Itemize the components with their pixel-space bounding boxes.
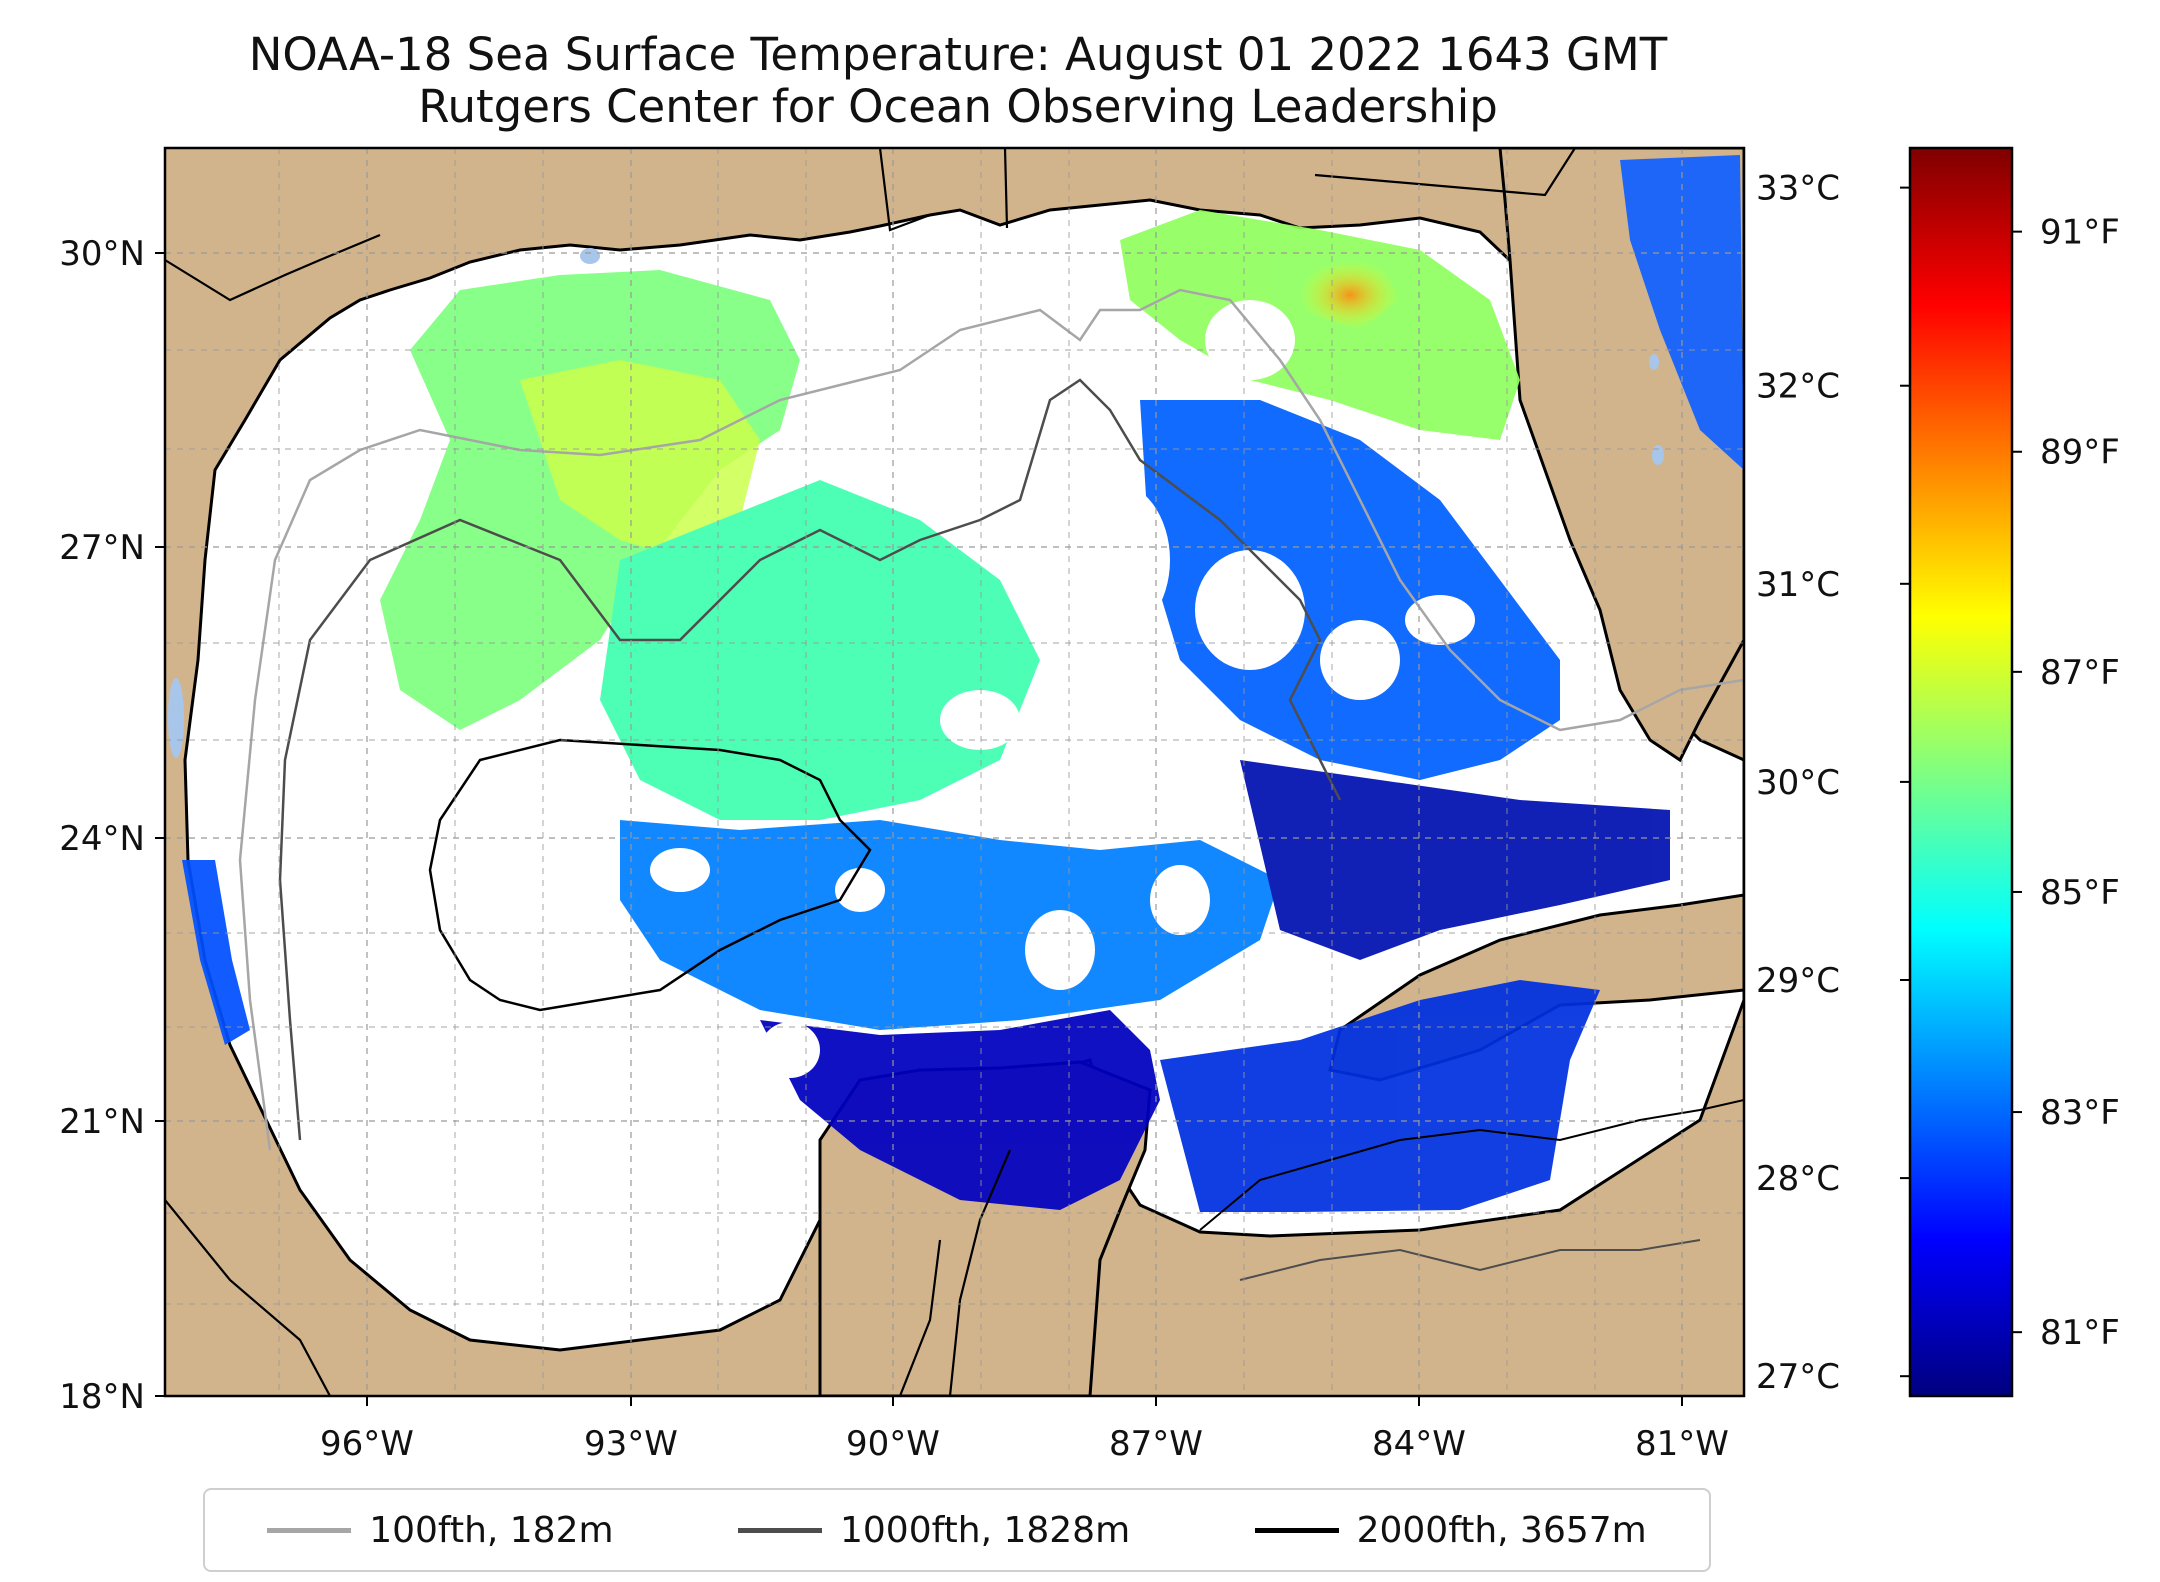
bathymetry-contours bbox=[238, 288, 1744, 1281]
gridlines bbox=[165, 148, 1744, 1396]
celsius-tick-label: 27°C bbox=[1756, 1357, 1840, 1397]
fahrenheit-tick-label: 89°F bbox=[2040, 433, 2120, 473]
border-5 bbox=[165, 1199, 331, 1396]
border-6 bbox=[948, 1149, 1012, 1396]
contour-1000fth bbox=[278, 378, 1342, 1141]
figure-subtitle: Rutgers Center for Ocean Observing Leade… bbox=[418, 80, 1498, 133]
border-3 bbox=[1314, 148, 1576, 197]
legend-label-100fth: 100fth, 182m bbox=[369, 1509, 614, 1551]
lon-tick-label: 93°W bbox=[584, 1424, 678, 1464]
lat-tick-label: 24°N bbox=[59, 819, 145, 859]
legend-line-1000fth bbox=[737, 1527, 822, 1533]
contour-2000fth bbox=[428, 738, 872, 1012]
border-7 bbox=[898, 1239, 942, 1396]
colorbar-bar bbox=[1908, 146, 2014, 1398]
inland-water bbox=[168, 248, 1664, 758]
border-1 bbox=[165, 233, 381, 302]
lon-tick-label: 81°W bbox=[1635, 1424, 1729, 1464]
sst-band-east-blue bbox=[1140, 400, 1560, 780]
lat-tick-label: 27°N bbox=[59, 528, 145, 568]
celsius-tick-label: 32°C bbox=[1756, 367, 1840, 407]
lat-tick-label: 21°N bbox=[59, 1102, 145, 1142]
colorbar-celsius-axis: 27°C 28°C 29°C 30°C 31°C 32°C 33°C bbox=[1756, 169, 1910, 1397]
legend-label-2000fth: 2000fth, 3657m bbox=[1356, 1509, 1647, 1551]
sst-band-florida-atlantic bbox=[1620, 155, 1744, 470]
lat-tick-label: 18°N bbox=[59, 1377, 145, 1417]
fahrenheit-tick-label: 85°F bbox=[2040, 873, 2120, 913]
celsius-tick-label: 33°C bbox=[1756, 169, 1840, 209]
colorbar: 27°C 28°C 29°C 30°C 31°C 32°C 33°C 81°F 83°F 85°… bbox=[1756, 146, 2120, 1398]
sst-band-caribbean bbox=[1160, 980, 1600, 1212]
bathymetry-legend: 100fth, 182m 1000fth, 1828m 2000fth, 365… bbox=[203, 1488, 1711, 1572]
sst-band-yucatan-dark bbox=[760, 1010, 1160, 1210]
sst-swath bbox=[182, 155, 1744, 1212]
cloud-gaps bbox=[520, 300, 1475, 1078]
celsius-tick-label: 29°C bbox=[1756, 961, 1840, 1001]
contour-south-cuba-2 bbox=[1239, 1239, 1701, 1281]
sst-band-south-blue bbox=[620, 820, 1280, 1030]
sst-band-central-yellow bbox=[520, 360, 760, 560]
x-axis-ticks bbox=[366, 1396, 1683, 1406]
legend-item-100fth: 100fth, 182m bbox=[267, 1509, 614, 1551]
map-frame bbox=[163, 146, 1746, 1398]
lon-tick-label: 96°W bbox=[320, 1424, 414, 1464]
legend-line-100fth bbox=[267, 1527, 352, 1533]
lat-tick-label: 30°N bbox=[59, 234, 145, 274]
contour-100fth bbox=[238, 288, 1744, 1151]
figure-title: NOAA-18 Sea Surface Temperature: August … bbox=[248, 28, 1668, 81]
y-axis-ticks bbox=[155, 252, 165, 1397]
fahrenheit-tick-label: 87°F bbox=[2040, 653, 2120, 693]
fahrenheit-tick-label: 91°F bbox=[2040, 213, 2120, 253]
fahrenheit-tick-label: 81°F bbox=[2040, 1313, 2120, 1353]
political-borders bbox=[165, 148, 1576, 1396]
map-panel bbox=[165, 148, 1744, 1396]
contour-south-cuba bbox=[1199, 1099, 1744, 1231]
border-4 bbox=[878, 148, 931, 232]
sst-band-west-coast bbox=[182, 860, 250, 1045]
sst-band-central bbox=[600, 480, 1040, 820]
x-axis-labels: 96°W 93°W 90°W 87°W 84°W 81°W bbox=[320, 1424, 1729, 1464]
fahrenheit-tick-label: 83°F bbox=[2040, 1093, 2120, 1133]
y-axis-labels: 18°N 21°N 24°N 27°N 30°N bbox=[59, 234, 145, 1417]
legend-item-1000fth: 1000fth, 1828m bbox=[737, 1509, 1131, 1551]
celsius-tick-label: 31°C bbox=[1756, 565, 1840, 605]
sst-band-northeast bbox=[1120, 210, 1520, 440]
sst-warm-spot-northeast bbox=[1300, 260, 1400, 330]
celsius-tick-label: 30°C bbox=[1756, 763, 1840, 803]
legend-line-2000fth bbox=[1254, 1527, 1339, 1533]
legend-label-1000fth: 1000fth, 1828m bbox=[839, 1509, 1131, 1551]
lon-tick-label: 84°W bbox=[1372, 1424, 1466, 1464]
legend-item-2000fth: 2000fth, 3657m bbox=[1254, 1509, 1647, 1551]
celsius-tick-label: 28°C bbox=[1756, 1159, 1840, 1199]
border-2 bbox=[1003, 148, 1009, 229]
lon-tick-label: 87°W bbox=[1109, 1424, 1203, 1464]
sst-band-southeast-dark bbox=[1240, 760, 1670, 960]
colorbar-fahrenheit-axis: 81°F 83°F 85°F 87°F 89°F 91°F bbox=[2012, 213, 2120, 1353]
lon-tick-label: 90°W bbox=[846, 1424, 940, 1464]
